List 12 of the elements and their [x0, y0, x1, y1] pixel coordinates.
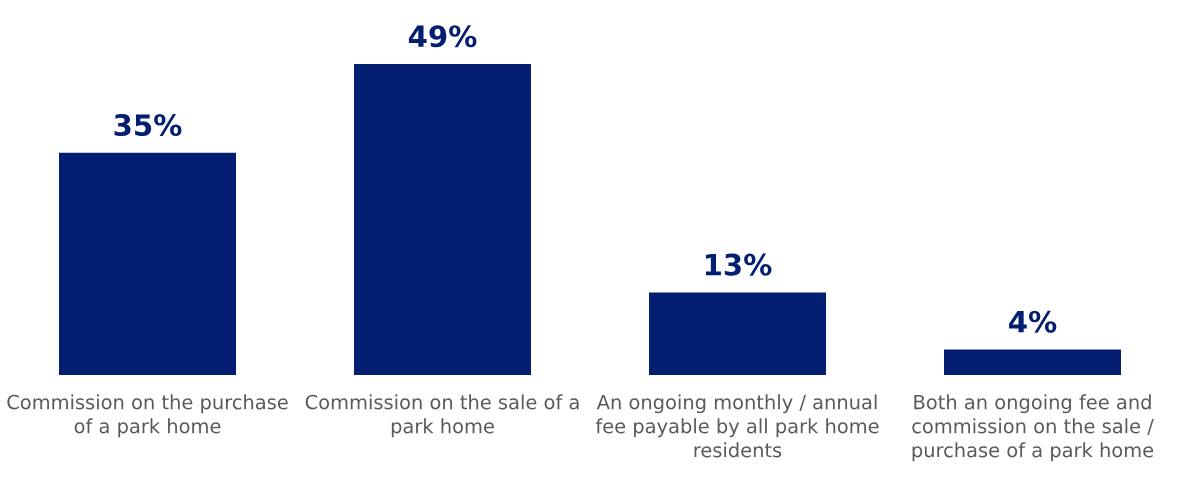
data-label: 35% — [114, 114, 182, 137]
bar — [354, 64, 531, 375]
data-label: 13% — [705, 253, 772, 276]
bar — [649, 292, 826, 375]
bar — [944, 349, 1121, 375]
data-label: 4% — [1009, 310, 1057, 333]
x-tick-label: An ongoing monthly / annual fee payable by all park home residents — [595, 394, 879, 458]
data-label: 49% — [408, 25, 477, 48]
x-tick-label: Commission on the purchase of a park home — [7, 394, 288, 438]
x-tick-label: Commission on the sale of a park home — [305, 394, 579, 438]
x-tick-label: Both an ongoing fee and commission on the sale / purchase of a park home — [912, 394, 1154, 462]
bar — [59, 152, 236, 375]
